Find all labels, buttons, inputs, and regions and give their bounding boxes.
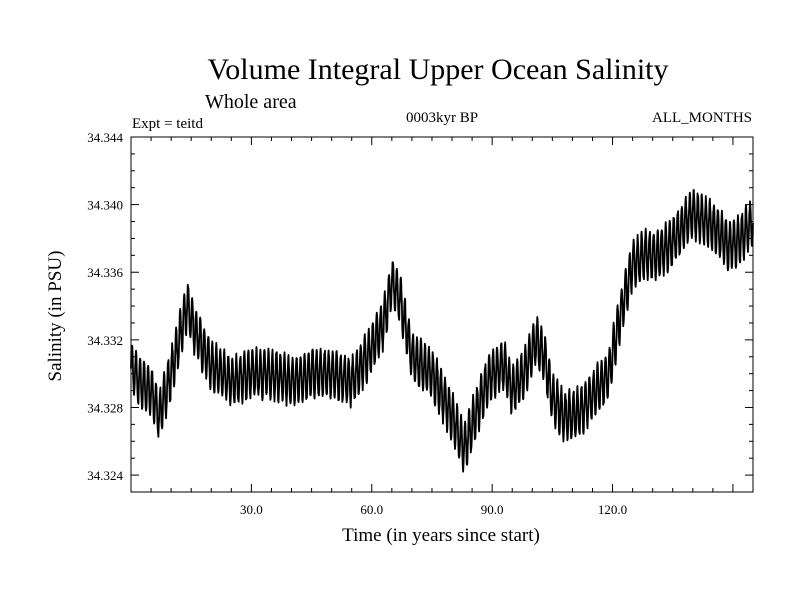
y-tick-label: 34.344 — [87, 130, 123, 145]
months-label: ALL_MONTHS — [652, 110, 752, 126]
x-axis-label: Time (in years since start) — [342, 525, 540, 546]
y-axis-label: Salinity (in PSU) — [45, 251, 66, 382]
chart-subtitle: Whole area — [205, 91, 297, 113]
y-tick-label: 34.340 — [87, 198, 123, 213]
x-tick-label: 30.0 — [240, 502, 263, 517]
y-tick-label: 34.324 — [87, 468, 123, 483]
plot-area: 30.0 60.0 90.0 120.0 34.324 34.328 34.332 34.33… — [87, 130, 754, 517]
chart-title: Volume Integral Upper Ocean Salinity — [208, 53, 669, 86]
x-tick-label: 60.0 — [360, 502, 383, 517]
x-tick-label: 90.0 — [481, 502, 504, 517]
x-tick-label: 120.0 — [598, 502, 627, 517]
salinity-series-line — [130, 189, 754, 473]
period-label: 0003kyr BP — [406, 110, 478, 126]
experiment-label: Expt = teitd — [132, 116, 203, 132]
y-tick-label: 34.332 — [87, 333, 123, 348]
plot-frame — [130, 136, 754, 493]
y-tick-label: 34.336 — [87, 265, 123, 280]
y-tick-label: 34.328 — [87, 400, 123, 415]
